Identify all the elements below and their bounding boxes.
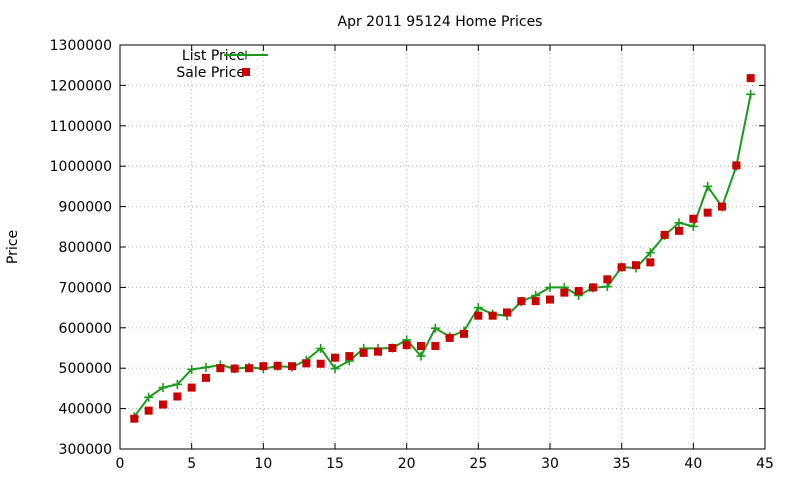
y-tick-label: 300000 (59, 442, 112, 458)
x-tick-label: 15 (326, 456, 344, 472)
sale-price-point (402, 341, 411, 350)
x-tick-label: 30 (541, 456, 559, 472)
sale-price-point (574, 287, 583, 296)
sale-price-point (689, 214, 698, 223)
x-tick-label: 35 (613, 456, 631, 472)
list-price-point (645, 248, 655, 258)
legend-item-sale-price: Sale Price (176, 65, 250, 81)
sale-price-point (503, 308, 511, 317)
grid (120, 45, 765, 449)
list-price-point (746, 89, 756, 99)
sale-price-point (675, 226, 683, 235)
y-tick-label: 700000 (59, 280, 112, 296)
chart-title: Apr 2011 95124 Home Prices (338, 14, 543, 30)
sale-price-point (159, 400, 167, 409)
x-tick-label: 10 (254, 456, 272, 472)
y-tick-label: 400000 (59, 402, 112, 418)
sale-price-point (216, 364, 225, 373)
sale-price-point (245, 364, 253, 373)
sale-price-point (202, 373, 210, 382)
y-tick-label: 1000000 (50, 159, 112, 175)
list-price-line (133, 94, 752, 418)
y-tick-label: 600000 (59, 321, 112, 337)
sale-price-point (632, 261, 640, 270)
sale-price-point (517, 297, 526, 306)
legend-square-marker (242, 68, 250, 76)
sale-price-point (560, 288, 569, 297)
y-tick-label: 1200000 (50, 78, 112, 94)
axis-ticks: 0 5 10 15 20 25 30 35 40 45 300000 400000 500000 6000… (50, 38, 774, 472)
sale-price-point (302, 359, 311, 368)
sale-price-point (388, 344, 397, 352)
sale-price-point (187, 383, 196, 392)
y-tick-label: 500000 (59, 361, 112, 377)
y-tick-label: 900000 (59, 200, 112, 216)
list-price-point (416, 351, 426, 361)
sale-price-point (173, 392, 182, 401)
list-price-point (602, 282, 612, 292)
sale-price-point (288, 362, 296, 371)
x-tick-label: 20 (398, 456, 416, 472)
list-price-point (473, 303, 483, 313)
list-price-point (545, 282, 555, 292)
list-price-point (316, 343, 326, 353)
sale-price-point (417, 341, 425, 350)
sale-price-point (732, 161, 741, 170)
legend-label: List Price (182, 48, 245, 64)
sale-price-point (144, 406, 153, 415)
series-layer (129, 74, 756, 423)
y-axis-label: Price (5, 230, 21, 264)
list-price-point (172, 379, 182, 389)
list-price-point (158, 383, 168, 393)
sale-price-point (603, 275, 612, 284)
sale-price-point (273, 361, 282, 370)
sale-price-point (474, 311, 483, 320)
list-price-point (144, 392, 154, 402)
list-price-point (674, 218, 684, 228)
sale-price-series (130, 74, 755, 423)
sale-price-point (589, 283, 597, 292)
x-tick-label: 25 (469, 456, 487, 472)
sale-price-point (617, 263, 626, 272)
sale-price-point (445, 333, 454, 342)
y-tick-label: 1100000 (50, 119, 112, 135)
legend-plus-marker (241, 50, 251, 60)
x-tick-label: 40 (684, 456, 702, 472)
sale-price-point (345, 352, 354, 361)
sale-price-point (431, 341, 440, 350)
sale-price-point (130, 414, 139, 423)
list-price-point (330, 364, 340, 374)
sale-price-point (531, 297, 540, 306)
x-tick-label: 0 (116, 456, 125, 472)
x-tick-label: 5 (187, 456, 196, 472)
sale-price-point (660, 230, 669, 239)
y-tick-label: 800000 (59, 240, 112, 256)
sale-price-point (488, 311, 497, 320)
legend-item-list-price: List Price (182, 48, 268, 64)
sale-price-point (374, 347, 382, 356)
legend-label: Sale Price (176, 65, 245, 81)
list-price-point (430, 323, 440, 333)
sale-price-point (359, 348, 368, 357)
x-tick-label: 45 (756, 456, 774, 472)
sale-price-point (703, 208, 712, 217)
sale-price-point (718, 202, 726, 211)
sale-price-point (746, 74, 755, 83)
list-price-point (187, 364, 197, 374)
list-price-point (688, 221, 698, 231)
sale-price-point (331, 353, 339, 362)
sale-price-point (230, 364, 239, 373)
y-tick-label: 1300000 (50, 38, 112, 54)
sale-price-point (460, 329, 468, 338)
sale-price-point (646, 258, 655, 267)
sale-price-point (546, 295, 554, 304)
sale-price-point (316, 359, 325, 368)
list-price-point (703, 181, 713, 191)
sale-price-point (259, 362, 268, 371)
list-price-point (201, 362, 211, 372)
